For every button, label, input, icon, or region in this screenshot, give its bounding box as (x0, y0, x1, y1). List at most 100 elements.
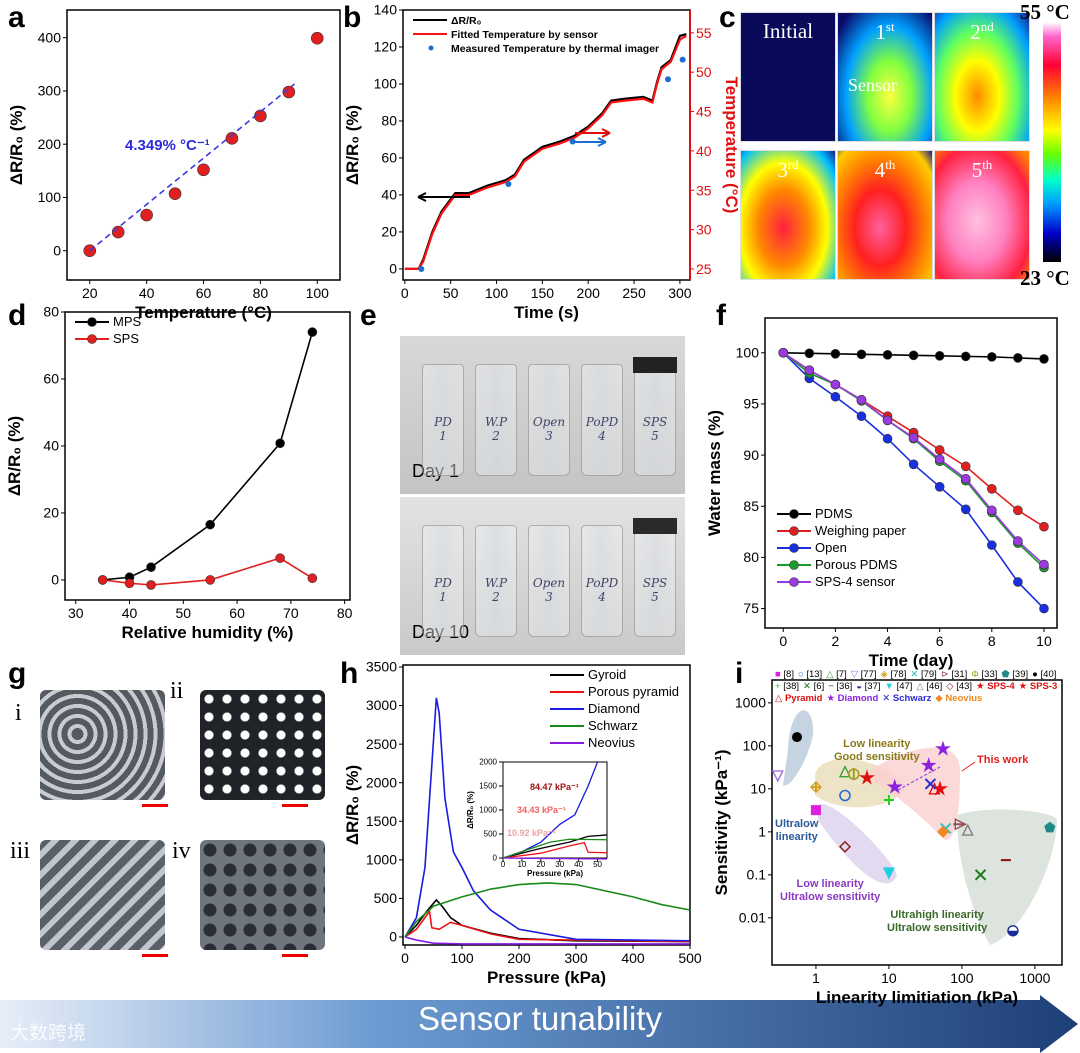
x-tick-label: 40 (122, 605, 138, 621)
series-porous-pyramid (404, 909, 691, 943)
series-porous-pyramid (502, 841, 608, 859)
series--13- (839, 789, 851, 802)
data-point (924, 778, 937, 790)
x-tick-label: 30 (555, 860, 564, 869)
series-sps-4-sensor (778, 347, 1049, 570)
x-tick-label: 40 (139, 285, 155, 301)
y2-tick-label: 45 (696, 104, 712, 120)
data-point (97, 575, 108, 585)
thermal-image-2nd: 2nd (934, 12, 1030, 142)
data-point (960, 504, 971, 515)
legend-marker-icon: ▽ (850, 669, 861, 680)
series-line (404, 32, 687, 271)
data-point (418, 265, 425, 272)
y-tick-label: 20 (381, 224, 397, 240)
legend-item: − [36] (828, 681, 852, 693)
x-tick-label: 200 (507, 950, 531, 966)
legend-swatch (428, 45, 434, 51)
x-tick-label: 100 (485, 285, 509, 301)
data-point (882, 415, 893, 426)
y-tick-label: 500 (484, 830, 498, 839)
legend-label: [39] (1012, 669, 1029, 680)
series--7- (838, 765, 852, 778)
y-tick-label: 2000 (479, 758, 497, 767)
data-point (124, 578, 135, 589)
legend-label: [37] (864, 681, 881, 692)
legend-label: Measured Temperature by thermal imager (451, 43, 659, 55)
series-line (502, 857, 608, 860)
legend-label: PDMS (815, 506, 853, 521)
data-point (987, 540, 997, 550)
legend-marker-icon: ⊳ (940, 669, 952, 680)
data-point (882, 350, 893, 360)
thermal-ordinal: th (885, 157, 896, 172)
legend-marker-icon: ⬟ (1001, 669, 1013, 680)
legend-marker-icon: − (828, 681, 837, 692)
legend-label: [46] (926, 681, 943, 692)
data-point (934, 351, 945, 361)
series-line (404, 34, 687, 271)
data-point (886, 778, 903, 794)
data-point (960, 461, 971, 472)
legend-item: ✕ Schwarz (882, 693, 931, 705)
legend-label: [36] (836, 681, 853, 692)
legend-swatch (87, 334, 97, 344)
series-linear-fit (89, 83, 296, 252)
legend-item: △ [46] (916, 681, 942, 693)
panel-label-c: c (719, 1, 736, 34)
legend-panel-i: ■ [8] ○ [13] △ [7] ▽ [77] ◈ [78] ✕ [79] ⊳ [31]… (775, 669, 1067, 705)
data-point (908, 459, 919, 470)
legend-label: Neovius (588, 735, 635, 750)
legend-label: [78] (890, 669, 907, 680)
x-tick-label: 250 (622, 285, 646, 301)
x-tick-label: 100 (450, 950, 474, 966)
series-line (102, 331, 314, 581)
series-line (404, 936, 690, 945)
sensor-label: Sensor (848, 75, 897, 95)
banner-text: Sensor tunability (418, 1000, 662, 1037)
data-point (1013, 577, 1023, 587)
x-tick-label: 70 (283, 605, 299, 621)
series-neovius (502, 857, 608, 860)
legend-label: Porous PDMS (815, 557, 898, 572)
data-point (275, 438, 285, 449)
y-tick-label: 2000 (366, 774, 397, 790)
data-point (987, 352, 997, 362)
legend-marker-icon: ■ (775, 669, 784, 680)
series-line (404, 898, 691, 943)
vial: W.P 2 (475, 525, 517, 637)
x-tick-label: 150 (531, 285, 555, 301)
data-point (804, 365, 815, 375)
legend-item: ◈ [78] (881, 669, 907, 681)
data-point (307, 327, 318, 337)
data-point (934, 445, 945, 455)
panel-label-e: e (360, 299, 377, 332)
legend-item: ◒ [37] (856, 681, 880, 693)
chart-b: 0 50 100 150 200 250 300 0 20 40 60 80 100 120 140 25 30… (343, 2, 741, 322)
legend-item: ⬟ [39] (1001, 669, 1028, 681)
x-tick-label: 300 (564, 950, 588, 966)
series-mps (97, 327, 318, 585)
panel-label-b: b (343, 1, 362, 34)
y-tick-label: 1000 (479, 806, 497, 815)
data-point (1039, 559, 1049, 570)
series-line (404, 697, 691, 942)
legend-item: + [38] (775, 681, 799, 693)
data-point (664, 76, 671, 83)
legend-label: [7] (836, 669, 847, 680)
data-point (778, 347, 789, 358)
data-point (856, 349, 867, 360)
legend-marker-icon: ★ (976, 681, 988, 692)
legend-swatch (789, 543, 799, 553)
thermal-image-1st: 1st Sensor (837, 12, 933, 142)
series-diamond (404, 697, 691, 942)
y-axis-label: ΔR/R₀ (%) (343, 105, 362, 185)
shaded-region (783, 710, 814, 786)
legend-label: SPS-4 (987, 681, 1015, 692)
legend: PDMS Weighing paper Open Porous PDMS SPS-4 s… (777, 506, 906, 589)
y-tick-label: 1500 (366, 813, 397, 829)
slope-annotation: 10.92 kPa⁻¹ (507, 828, 556, 838)
vial-label: Open 3 (532, 575, 566, 604)
legend-item: ● [40] (1032, 669, 1056, 681)
